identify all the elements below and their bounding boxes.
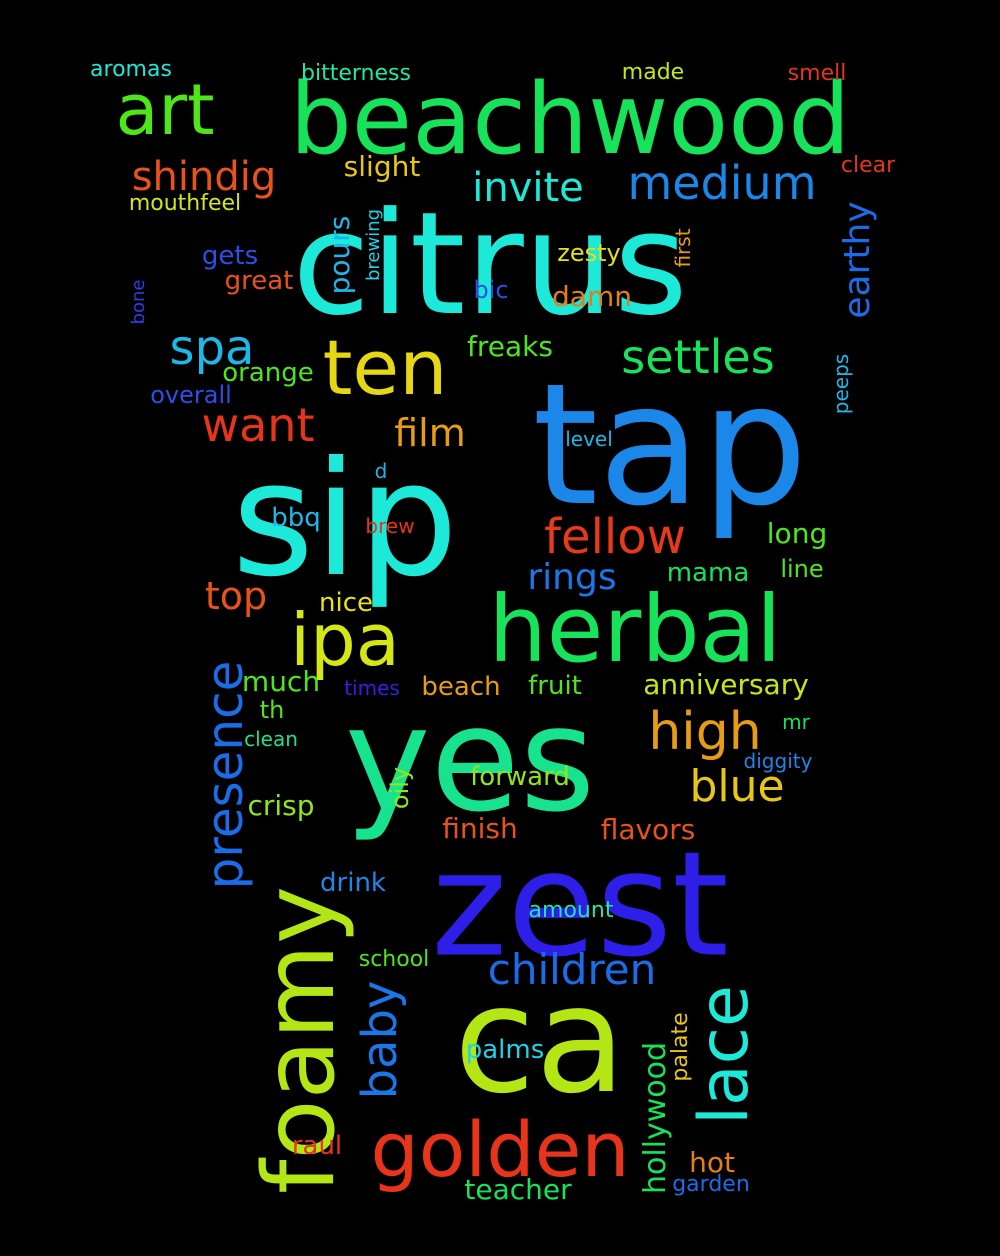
- word-invite: invite: [472, 165, 584, 211]
- word-first: first: [671, 228, 695, 268]
- word-raul: raul: [291, 1131, 343, 1161]
- word-nice: nice: [319, 588, 373, 618]
- word-orange: orange: [222, 358, 314, 388]
- word-oily: oily: [386, 766, 414, 810]
- word-ten: ten: [322, 323, 448, 412]
- word-line: line: [780, 555, 824, 583]
- word-want: want: [201, 398, 315, 452]
- word-high: high: [648, 702, 762, 762]
- word-level: level: [565, 427, 613, 451]
- word-mouthfeel: mouthfeel: [128, 191, 242, 216]
- word-gets: gets: [201, 241, 259, 271]
- word-settles: settles: [621, 330, 775, 384]
- word-freaks: freaks: [467, 330, 553, 363]
- word-times: times: [344, 676, 400, 700]
- word-clean: clean: [244, 727, 298, 751]
- word-ipa: ipa: [290, 598, 400, 682]
- word-teacher: teacher: [464, 1173, 572, 1206]
- word-medium: medium: [627, 156, 817, 210]
- word-smell: smell: [787, 61, 847, 86]
- word-th: th: [259, 696, 285, 724]
- word-citrus: citrus: [292, 182, 688, 347]
- word-drink: drink: [320, 868, 386, 898]
- word-hot: hot: [689, 1146, 735, 1179]
- word-peeps: peeps: [829, 353, 853, 415]
- word-amount: amount: [528, 898, 614, 923]
- word-diggity: diggity: [743, 749, 813, 773]
- word-bic: bic: [473, 276, 509, 304]
- word-palate: palate: [668, 1012, 693, 1082]
- word-yes: yes: [344, 675, 596, 845]
- word-made: made: [621, 60, 685, 85]
- word-earthy: earthy: [837, 201, 878, 319]
- word-children: children: [487, 945, 657, 994]
- word-hollywood: hollywood: [638, 1041, 673, 1195]
- word-mr: mr: [782, 710, 810, 734]
- word-beachwood: beachwood: [289, 63, 851, 177]
- word-slight: slight: [343, 150, 421, 183]
- word-fruit: fruit: [528, 671, 582, 701]
- word-brew: brew: [365, 514, 415, 538]
- word-d: d: [374, 459, 388, 483]
- word-long: long: [766, 517, 828, 550]
- word-pours: pours: [323, 215, 356, 295]
- word-mama: mama: [666, 558, 750, 588]
- word-sip: sip: [231, 428, 459, 612]
- word-blue: blue: [689, 761, 785, 812]
- word-top: top: [204, 574, 268, 618]
- word-beach: beach: [421, 672, 501, 702]
- word-zest: zest: [431, 820, 729, 990]
- word-flavors: flavors: [600, 813, 696, 846]
- word-rings: rings: [527, 557, 617, 598]
- word-garden: garden: [672, 1172, 750, 1197]
- word-clear: clear: [840, 153, 896, 178]
- word-palms: palms: [465, 1035, 545, 1065]
- word-damn: damn: [552, 280, 632, 313]
- word-golden: golden: [370, 1105, 630, 1194]
- word-great: great: [224, 266, 294, 296]
- word-spa: spa: [169, 320, 255, 376]
- word-anniversary: anniversary: [643, 668, 809, 701]
- word-fellow: fellow: [544, 509, 686, 565]
- word-ca: ca: [453, 954, 627, 1126]
- word-art: art: [115, 69, 215, 151]
- word-crisp: crisp: [247, 789, 315, 822]
- word-much: much: [241, 665, 321, 698]
- word-finish: finish: [442, 812, 518, 845]
- word-school: school: [358, 947, 430, 972]
- word-bbq: bbq: [271, 503, 321, 533]
- word-film: film: [394, 411, 466, 455]
- word-overall: overall: [150, 381, 232, 409]
- word-herbal: herbal: [488, 576, 782, 683]
- word-aromas: aromas: [90, 57, 172, 82]
- word-baby: baby: [352, 980, 408, 1100]
- word-bone: bone: [128, 279, 149, 325]
- word-forward: forward: [470, 762, 570, 792]
- word-lace: lace: [685, 985, 764, 1125]
- word-zesty: zesty: [557, 239, 621, 267]
- word-shindig: shindig: [131, 154, 277, 200]
- word-bitterness: bitterness: [301, 61, 411, 86]
- word-brewing: brewing: [363, 208, 384, 282]
- word-tap: tap: [532, 347, 808, 543]
